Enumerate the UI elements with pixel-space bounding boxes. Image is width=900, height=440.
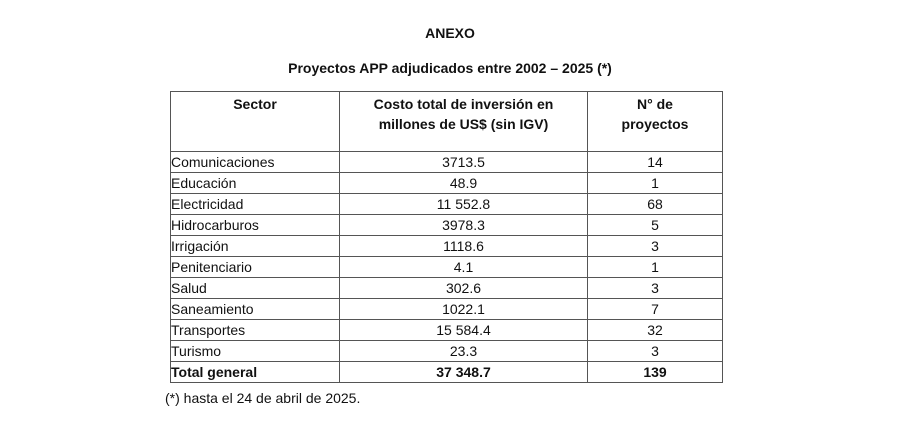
cost-cell: 15 584.4 (339, 319, 588, 341)
sector-cell: Educación (170, 172, 340, 194)
footnote: (*) hasta el 24 de abril de 2025. (165, 390, 361, 406)
count-cell: 7 (587, 298, 723, 320)
total-cost-cell: 37 348.7 (339, 361, 588, 383)
document-subtitle: Proyectos APP adjudicados entre 2002 – 2… (288, 60, 612, 76)
cost-cell: 302.6 (339, 277, 588, 299)
header-cost: Costo total de inversión en millones de … (339, 91, 588, 152)
table-row: Electricidad 11 552.8 68 (170, 193, 723, 215)
table-row: Salud 302.6 3 (170, 277, 723, 299)
count-cell: 1 (587, 172, 723, 194)
count-cell: 32 (587, 319, 723, 341)
sector-cell: Salud (170, 277, 340, 299)
header-count-line2: proyectos (621, 116, 689, 132)
projects-table: Sector Costo total de inversión en millo… (170, 91, 723, 383)
total-row: Total general 37 348.7 139 (170, 361, 723, 383)
count-cell: 3 (587, 340, 723, 362)
table-row: Irrigación 1118.6 3 (170, 235, 723, 257)
sector-cell: Turismo (170, 340, 340, 362)
sector-cell: Hidrocarburos (170, 214, 340, 236)
table-row: Saneamiento 1022.1 7 (170, 298, 723, 320)
header-sector-label: Sector (233, 96, 277, 112)
sector-cell: Penitenciario (170, 256, 340, 278)
header-sector: Sector (170, 91, 340, 152)
table-row: Turismo 23.3 3 (170, 340, 723, 362)
count-cell: 68 (587, 193, 723, 215)
table-row: Comunicaciones 3713.5 14 (170, 151, 723, 173)
cost-cell: 1022.1 (339, 298, 588, 320)
header-cost-line1: Costo total de inversión en (373, 96, 554, 112)
cost-cell: 3713.5 (339, 151, 588, 173)
total-count-cell: 139 (587, 361, 723, 383)
table-row: Penitenciario 4.1 1 (170, 256, 723, 278)
cost-cell: 1118.6 (339, 235, 588, 257)
table-header-row: Sector Costo total de inversión en millo… (170, 91, 723, 152)
sector-cell: Saneamiento (170, 298, 340, 320)
document-title: ANEXO (425, 25, 475, 41)
count-cell: 3 (587, 277, 723, 299)
cost-cell: 23.3 (339, 340, 588, 362)
count-cell: 5 (587, 214, 723, 236)
header-count: N° de proyectos (587, 91, 723, 152)
sector-cell: Electricidad (170, 193, 340, 215)
sector-cell: Comunicaciones (170, 151, 340, 173)
cost-cell: 48.9 (339, 172, 588, 194)
table-row: Hidrocarburos 3978.3 5 (170, 214, 723, 236)
count-cell: 3 (587, 235, 723, 257)
header-cost-line2: millones de US$ (sin IGV) (378, 116, 549, 132)
total-label-cell: Total general (170, 361, 340, 383)
sector-cell: Transportes (170, 319, 340, 341)
cost-cell: 3978.3 (339, 214, 588, 236)
count-cell: 1 (587, 256, 723, 278)
table-row: Educación 48.9 1 (170, 172, 723, 194)
header-count-line1: N° de (637, 96, 673, 112)
count-cell: 14 (587, 151, 723, 173)
sector-cell: Irrigación (170, 235, 340, 257)
cost-cell: 4.1 (339, 256, 588, 278)
table-row: Transportes 15 584.4 32 (170, 319, 723, 341)
cost-cell: 11 552.8 (339, 193, 588, 215)
